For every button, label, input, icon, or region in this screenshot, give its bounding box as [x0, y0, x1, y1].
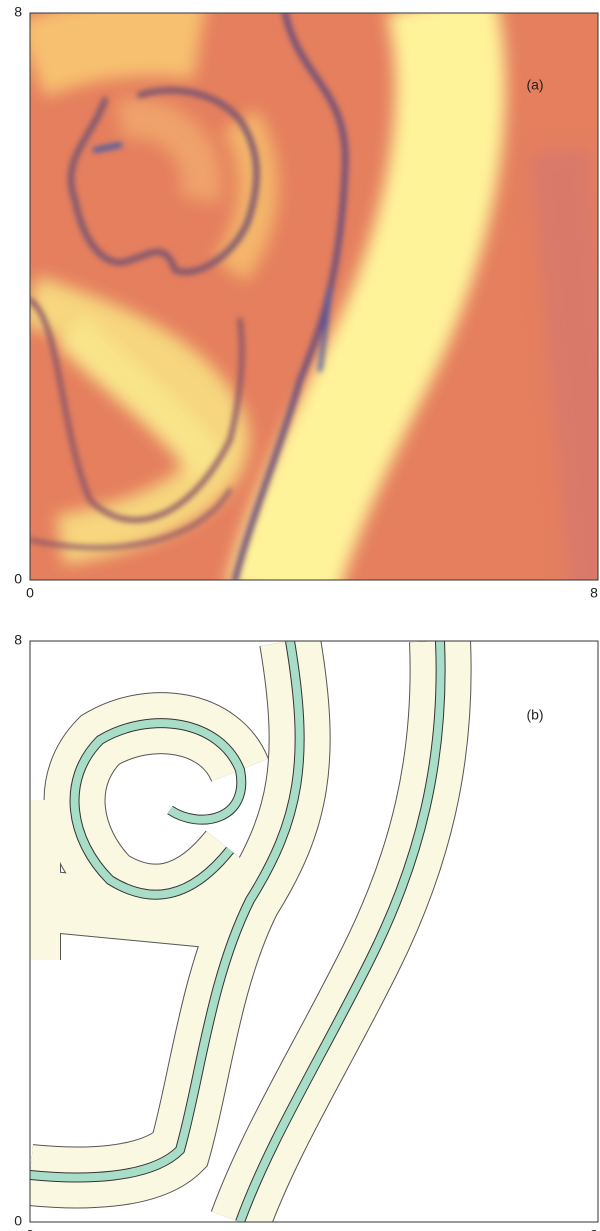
- y-tick-label: 8: [14, 4, 22, 20]
- x-tick-label: 8: [590, 1227, 598, 1231]
- x-tick-label: 0: [26, 1227, 34, 1231]
- x-tick-label: 8: [590, 585, 598, 601]
- y-tick-label: 0: [14, 1213, 22, 1229]
- panel-a-image: [30, 0, 600, 600]
- y-tick-label: 8: [14, 632, 22, 648]
- panel-label: (b): [526, 707, 543, 723]
- panel-b-image: [30, 641, 598, 1222]
- y-tick-label: 0: [14, 571, 22, 587]
- x-tick-label: 0: [26, 585, 34, 601]
- panel-label: (a): [526, 77, 543, 93]
- figure: (a) (b) 0 8 0 8 0 8 0 8: [0, 0, 600, 1231]
